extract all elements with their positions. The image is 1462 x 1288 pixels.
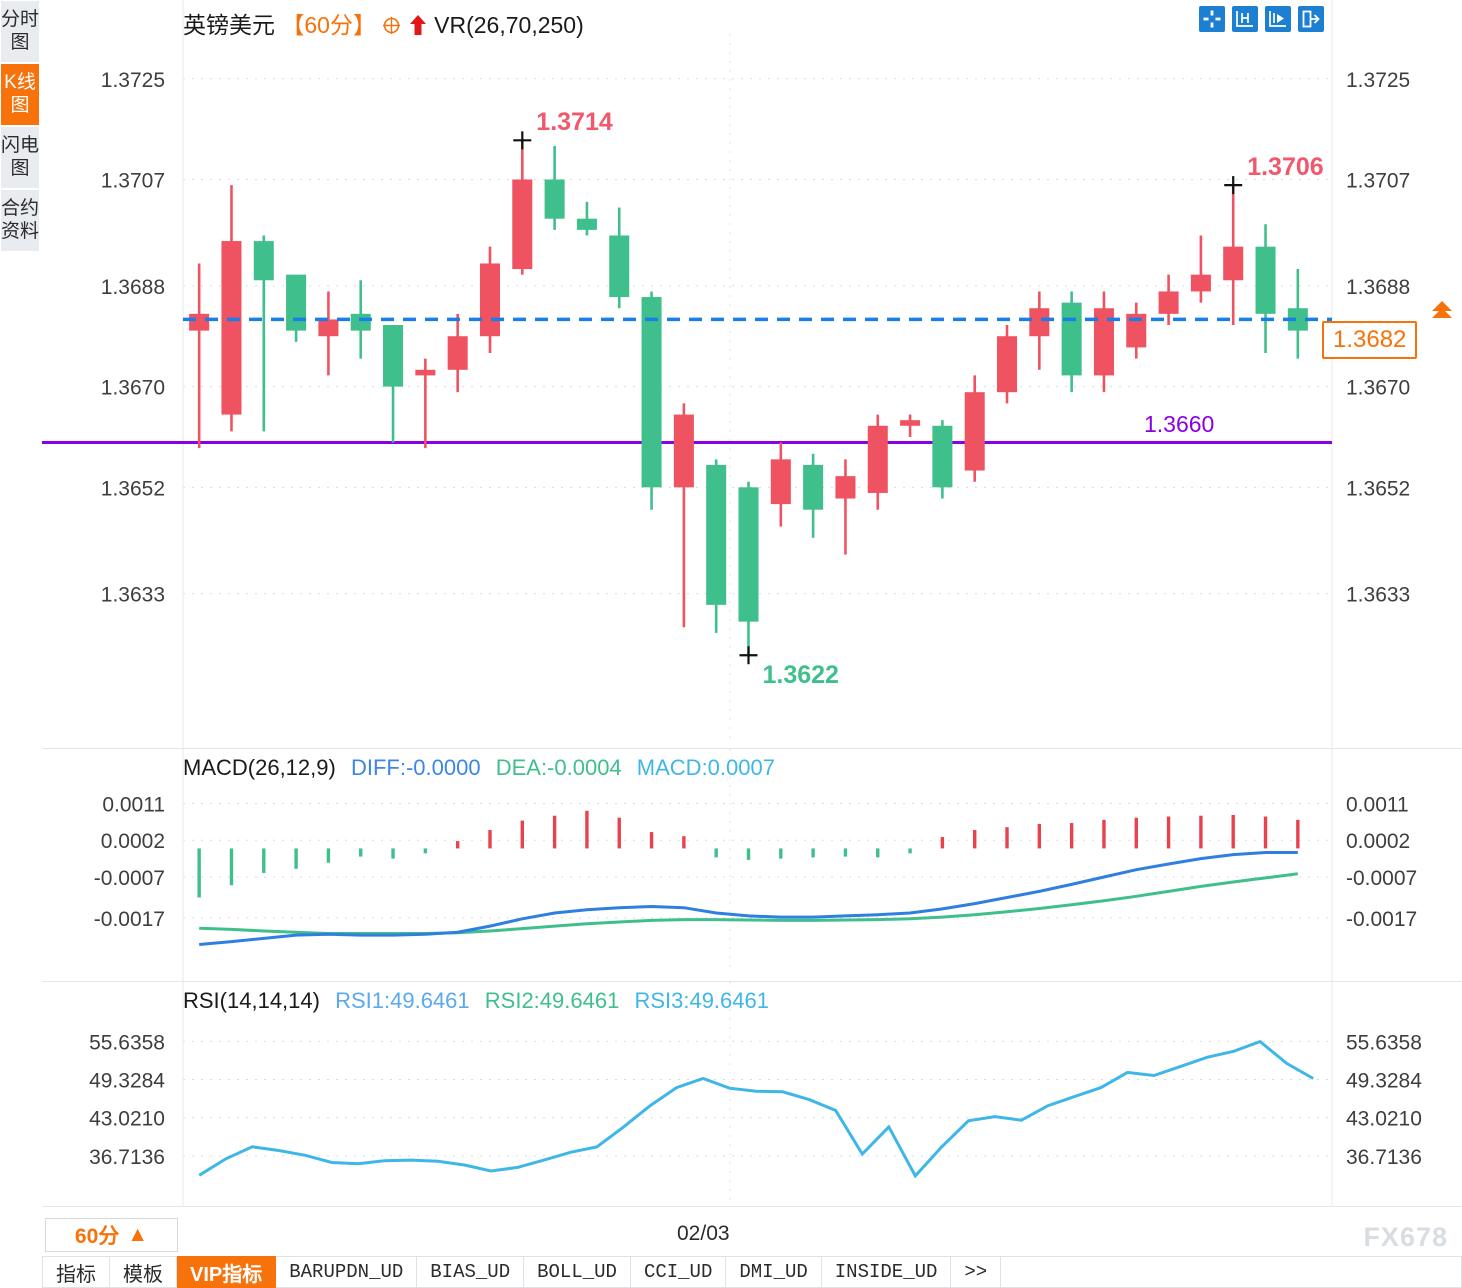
low-price-label: 1.3622: [762, 661, 839, 690]
zoom-tool-icon[interactable]: [1265, 6, 1291, 32]
current-price-tag: 1.3682: [1322, 321, 1418, 360]
tab-label: >>: [964, 1261, 988, 1283]
tab-label: BARUPDN_UD: [289, 1261, 404, 1283]
indicator-tab-vip-[interactable]: VIP指标: [177, 1256, 277, 1288]
svg-text:43.0210: 43.0210: [1346, 1108, 1422, 1131]
sidebar-item-label: 合约资料: [1, 198, 40, 242]
recent-high-price-label: 1.3706: [1247, 153, 1324, 182]
macd-panel[interactable]: 0.0011 0.0011 0.0002 0.0002 -0.0007 -0.0007 -0…: [42, 749, 1462, 981]
svg-text:1.3670: 1.3670: [101, 377, 165, 400]
svg-text:43.0210: 43.0210: [89, 1108, 165, 1131]
svg-text:0.0002: 0.0002: [1346, 830, 1410, 853]
sidebar-item-kline[interactable]: K线图: [0, 63, 40, 126]
tab-label: 指标: [56, 1263, 96, 1286]
timeframe-arrow-icon: ▲: [127, 1223, 149, 1246]
svg-text:1.3670: 1.3670: [1346, 377, 1410, 400]
rsi-title: RSI(14,14,14): [183, 988, 320, 1013]
crosshair-icon: [382, 16, 401, 35]
indicator-tab--[interactable]: >>: [951, 1256, 1002, 1288]
svg-text:1.3688: 1.3688: [101, 276, 165, 299]
indicator-tab-dmi-ud[interactable]: DMI_UD: [726, 1256, 822, 1288]
macd-macd-value: MACD:0.0007: [636, 755, 775, 780]
svg-text:36.7136: 36.7136: [89, 1146, 165, 1169]
tab-label: 模板: [123, 1263, 163, 1286]
crosshair-tool-icon[interactable]: [1199, 6, 1225, 32]
svg-text:1.3652: 1.3652: [1346, 477, 1410, 500]
tab-label: BIAS_UD: [430, 1261, 511, 1283]
tab-label: CCI_UD: [643, 1261, 713, 1283]
indicator-label: VR(26,70,250): [434, 12, 584, 38]
tab-label: INSIDE_UD: [834, 1261, 938, 1283]
svg-text:1.3633: 1.3633: [1346, 584, 1410, 607]
rsi3-value: RSI3:49.6461: [634, 988, 769, 1013]
sidebar-item-contract-info[interactable]: 合约资料: [0, 189, 40, 252]
period-label: 【60分】: [281, 12, 376, 38]
macd-dea-value: DEA:-0.0004: [495, 755, 622, 780]
price-chart-panel[interactable]: 1.3725 1.3725 1.3707 1.3707 1.3688 1.3688 1.36…: [42, 0, 1462, 748]
panel-divider-1: [42, 748, 1462, 749]
svg-text:55.6358: 55.6358: [1346, 1031, 1422, 1054]
rsi1-value: RSI1:49.6461: [335, 988, 470, 1013]
tab-label: BOLL_UD: [537, 1261, 617, 1283]
panel-divider-2: [42, 981, 1462, 982]
exit-tool-icon[interactable]: [1298, 6, 1324, 32]
svg-text:36.7136: 36.7136: [1346, 1146, 1422, 1169]
tab-label: DMI_UD: [739, 1261, 808, 1283]
svg-text:-0.0007: -0.0007: [94, 867, 165, 890]
support-price-label: 1.3660: [1144, 410, 1215, 437]
svg-text:1.3725: 1.3725: [101, 69, 165, 92]
tabbar-filler: [1001, 1256, 1462, 1288]
rsi-header: RSI(14,14,14) RSI1:49.6461 RSI2:49.6461 …: [183, 988, 769, 1014]
timeframe-label: 60分: [74, 1225, 120, 1248]
chart-header: 英镑美元 【60分】 VR(26,70,250): [183, 6, 584, 40]
svg-text:1.3725: 1.3725: [1346, 69, 1410, 92]
macd-title: MACD(26,12,9): [183, 755, 336, 780]
svg-text:-0.0017: -0.0017: [1346, 908, 1417, 931]
svg-text:1.3707: 1.3707: [101, 170, 165, 193]
indicator-tab-cci-ud[interactable]: CCI_UD: [630, 1256, 727, 1288]
indicator-tab--[interactable]: 模板: [110, 1256, 177, 1288]
high-price-label: 1.3714: [536, 108, 613, 137]
indicator-tab--[interactable]: 指标: [42, 1256, 110, 1288]
indicator-tab-inside-ud[interactable]: INSIDE_UD: [821, 1256, 952, 1288]
svg-text:1.3707: 1.3707: [1346, 170, 1410, 193]
svg-text:1.3652: 1.3652: [101, 477, 165, 500]
indicator-tabbar[interactable]: 指标 模板 VIP指标 BARUPDN_UD BIAS_UD BOLL_UD CCI_UD D…: [42, 1256, 1462, 1288]
svg-text:-0.0007: -0.0007: [1346, 867, 1417, 890]
sidebar-item-lightning[interactable]: 闪电图: [0, 126, 40, 189]
rsi-panel[interactable]: 55.6358 55.6358 49.3284 49.3284 43.0210 43.02…: [42, 982, 1462, 1206]
panel-divider-3: [42, 1206, 1462, 1207]
sidebar-item-label: K线图: [4, 72, 36, 116]
macd-header: MACD(26,12,9) DIFF:-0.0000 DEA:-0.0004 M…: [183, 755, 775, 781]
svg-text:0.0011: 0.0011: [1346, 793, 1409, 816]
svg-text:-0.0017: -0.0017: [94, 908, 165, 931]
red-up-arrow-icon: [408, 14, 428, 36]
timeframe-button[interactable]: 60分 ▲: [45, 1218, 178, 1252]
macd-diff-value: DIFF:-0.0000: [350, 755, 481, 780]
sidebar-item-label: 分时图: [1, 9, 40, 53]
symbol-name: 英镑美元: [183, 12, 275, 38]
x-axis-date-label: 02/03: [677, 1222, 730, 1245]
svg-text:0.0002: 0.0002: [101, 830, 165, 853]
measure-tool-icon[interactable]: [1232, 6, 1258, 32]
tab-label: VIP指标: [190, 1263, 263, 1286]
rsi2-value: RSI2:49.6461: [484, 988, 620, 1013]
svg-text:49.3284: 49.3284: [89, 1070, 165, 1093]
svg-text:1.3688: 1.3688: [1346, 276, 1410, 299]
current-price-arrow-icon: [1430, 300, 1454, 320]
svg-text:55.6358: 55.6358: [89, 1031, 165, 1054]
left-sidebar: 分时图 K线图闪电图合约资料: [0, 0, 42, 1206]
indicator-tab-boll-ud[interactable]: BOLL_UD: [524, 1256, 631, 1288]
indicator-tab-bias-ud[interactable]: BIAS_UD: [417, 1256, 525, 1288]
svg-text:1.3633: 1.3633: [101, 584, 165, 607]
indicator-tab-barupdn-ud[interactable]: BARUPDN_UD: [276, 1256, 418, 1288]
svg-text:49.3284: 49.3284: [1346, 1070, 1422, 1093]
watermark: FX678: [1363, 1222, 1448, 1252]
svg-text:0.0011: 0.0011: [102, 793, 165, 816]
sidebar-item-label: 闪电图: [1, 135, 40, 179]
sidebar-item-timeshare[interactable]: 分时图: [0, 0, 40, 63]
